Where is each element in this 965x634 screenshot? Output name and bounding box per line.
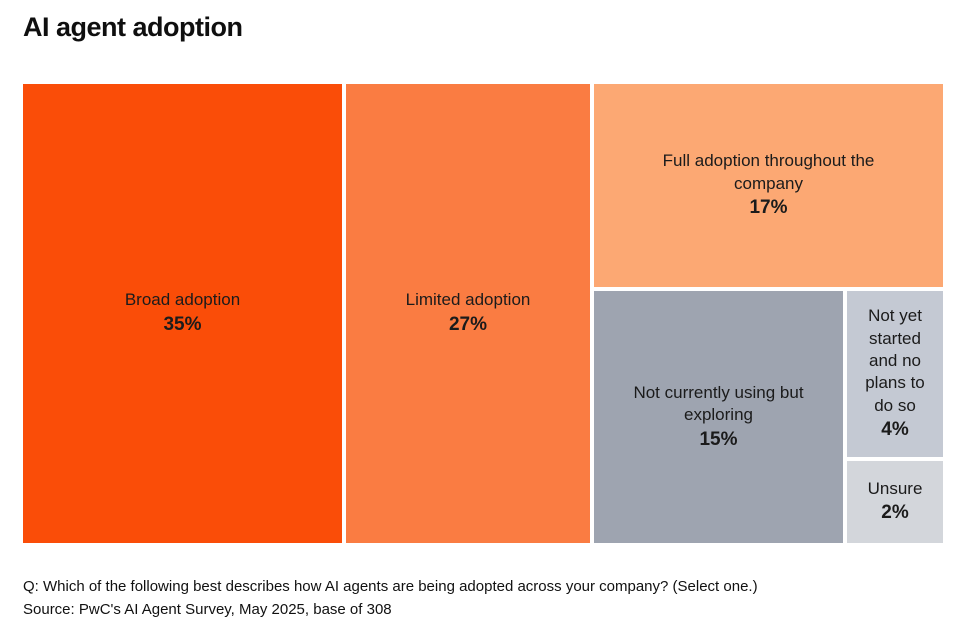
treemap-tile-not-yet-started: Not yet started and no plans to do so 4% [847, 291, 943, 457]
source-text: Source: PwC's AI Agent Survey, May 2025,… [23, 601, 392, 618]
tile-label: Unsure [867, 478, 923, 498]
tile-label: Not yet started and no plans to do so [865, 306, 925, 415]
treemap-tile-limited-adoption: Limited adoption 27% [346, 84, 590, 543]
treemap-tile-unsure: Unsure 2% [847, 461, 943, 543]
tile-value: 2% [881, 502, 909, 524]
treemap-tile-not-using-exploring: Not currently using but exploring 15% [594, 291, 843, 543]
survey-question-text: Q: Which of the following best describes… [23, 578, 758, 595]
tile-label: Full adoption throughout the company [662, 151, 875, 193]
treemap-chart: Broad adoption 35% Limited adoption 27% … [23, 84, 943, 543]
treemap-tile-broad-adoption: Broad adoption 35% [23, 84, 342, 543]
tile-value: 35% [163, 313, 202, 335]
chart-footnotes: Q: Which of the following best describes… [23, 575, 758, 621]
tile-value: 27% [448, 313, 488, 335]
tile-label: Not currently using but exploring [633, 382, 804, 425]
treemap-tile-full-adoption: Full adoption throughout the company 17% [594, 84, 943, 287]
chart-title: AI agent adoption [23, 12, 243, 42]
tile-label: Limited adoption [405, 290, 531, 310]
tile-value: 4% [881, 419, 909, 441]
tile-label: Broad adoption [124, 290, 241, 310]
tile-value: 17% [749, 197, 788, 219]
tile-value: 15% [699, 428, 738, 450]
